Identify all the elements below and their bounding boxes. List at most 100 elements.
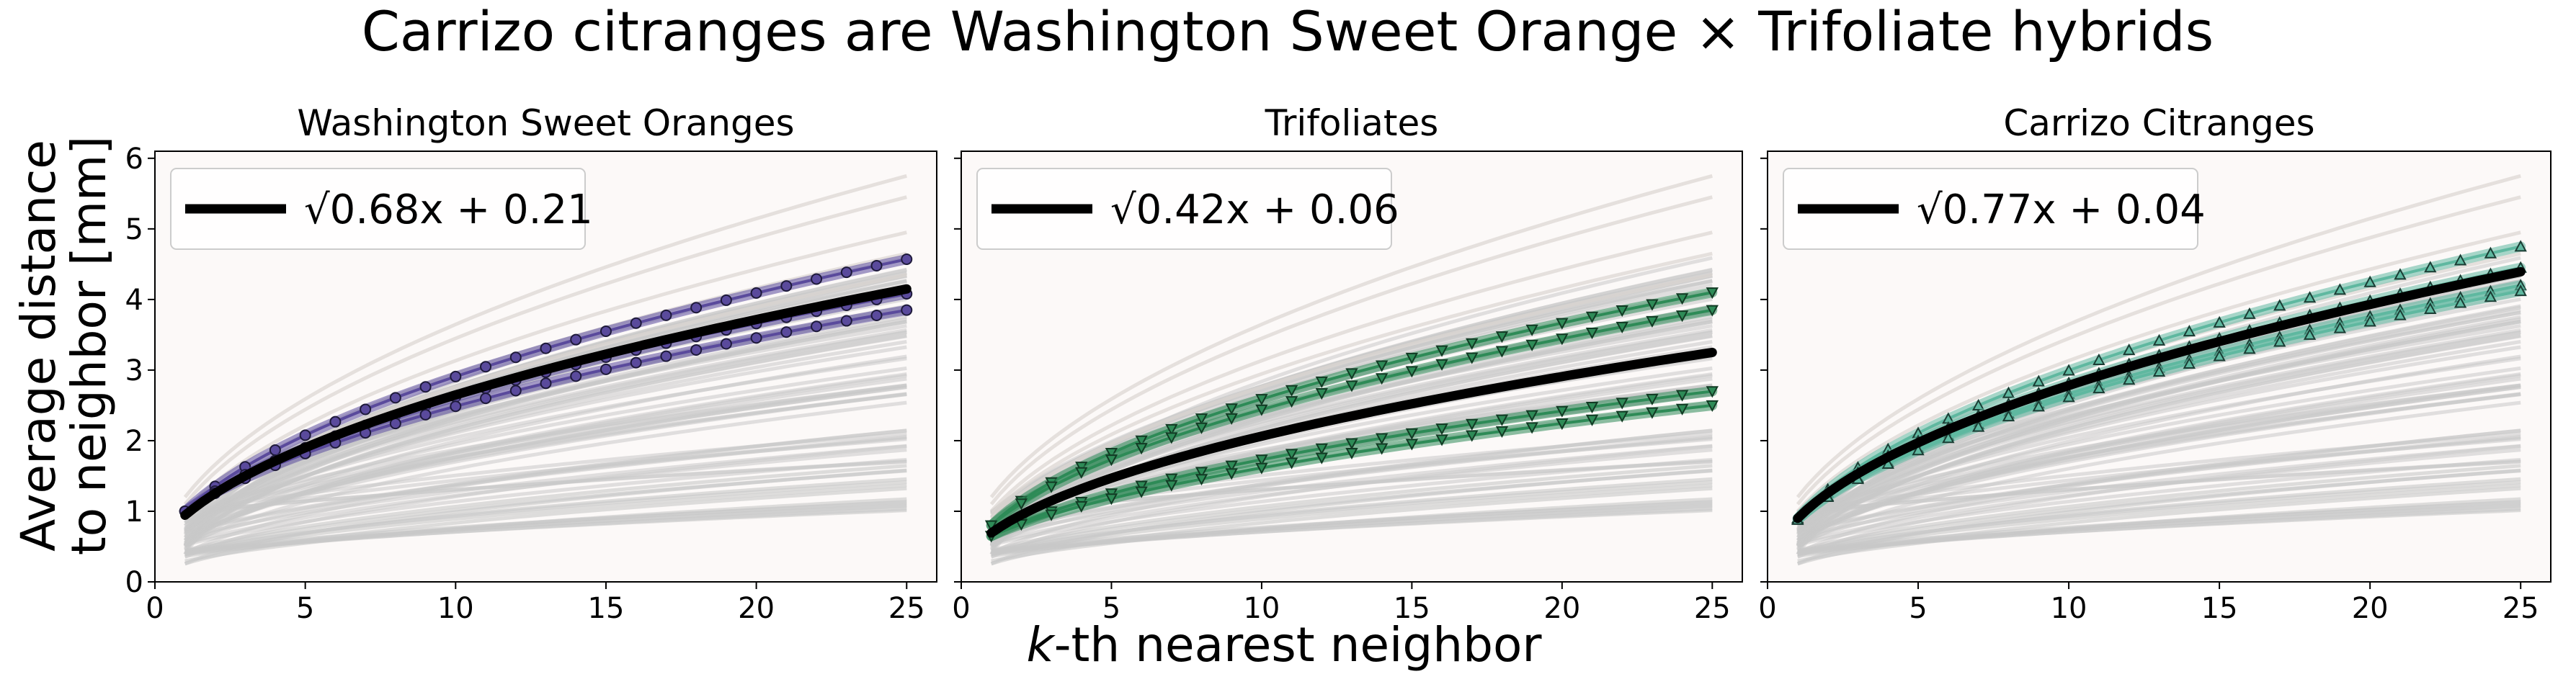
legend-label: √0.42x + 0.06 <box>1110 187 1399 233</box>
data-point <box>1315 388 1328 400</box>
axes-frame <box>154 151 937 583</box>
data-point <box>811 320 823 333</box>
data-point <box>1646 393 1659 406</box>
data-point <box>1466 418 1479 431</box>
panel-3: Carrizo Citranges 0 5 10 15 20 25 √0.77x + 0.04 <box>1758 102 2552 625</box>
data-point <box>1706 386 1719 398</box>
data-point <box>1255 462 1268 475</box>
data-point <box>1525 339 1538 351</box>
data-point <box>870 259 883 271</box>
background-curve <box>184 483 907 557</box>
axes-frame <box>961 151 1743 583</box>
x-tick-label: 5 <box>1102 592 1120 625</box>
data-point <box>1165 432 1178 444</box>
data-point <box>1675 310 1689 323</box>
x-tick-label: 5 <box>1909 592 1927 625</box>
data-point <box>1225 413 1238 425</box>
data-point <box>1225 468 1238 480</box>
background-curve <box>1797 431 2521 513</box>
legend: √0.77x + 0.04 <box>1783 168 2206 250</box>
data-point <box>570 333 582 346</box>
data-point <box>811 273 823 285</box>
background-curve <box>183 319 907 547</box>
y-tick-label: 4 <box>125 284 143 317</box>
data-point <box>2032 374 2045 387</box>
data-point <box>2243 342 2256 354</box>
data-point <box>1435 434 1448 446</box>
background-curve <box>1797 383 2521 515</box>
background-curve <box>184 503 907 557</box>
background-curve <box>989 195 1713 506</box>
data-point <box>1165 480 1178 492</box>
data-point <box>720 294 732 306</box>
data-point <box>1435 345 1448 357</box>
data-point <box>1135 435 1148 447</box>
data-point <box>2243 307 2256 319</box>
data-point <box>2062 390 2075 403</box>
data-point <box>1585 401 1599 414</box>
data-point <box>2123 373 2136 385</box>
background-curve <box>183 195 907 506</box>
data-point <box>2363 315 2376 327</box>
data-point <box>720 338 732 350</box>
x-tick-label: 20 <box>2352 592 2389 625</box>
data-point <box>1255 454 1268 467</box>
data-point <box>901 304 913 316</box>
background-curve <box>183 333 907 547</box>
data-point <box>870 309 883 321</box>
data-point <box>450 400 462 413</box>
data-point <box>780 280 793 292</box>
data-point <box>2333 283 2347 295</box>
data-point <box>1675 293 1689 305</box>
data-point <box>600 325 612 338</box>
x-axis-label-k: k <box>1026 617 1056 673</box>
data-point <box>2183 325 2196 337</box>
panel-title: Trifoliates <box>1265 102 1439 144</box>
data-point <box>2514 240 2527 252</box>
background-curve <box>1797 469 2521 554</box>
data-point <box>1706 287 1719 300</box>
background-curve <box>991 469 1713 554</box>
plot-content <box>985 174 1719 566</box>
background-curve <box>1796 195 2521 506</box>
background-curve <box>1796 333 2521 547</box>
panel-title: Washington Sweet Oranges <box>297 102 794 144</box>
data-point <box>1646 315 1659 328</box>
background-curve <box>183 174 907 498</box>
data-point <box>750 332 762 344</box>
data-point <box>1165 423 1178 436</box>
plot-content <box>179 174 913 566</box>
data-point <box>1195 474 1208 486</box>
data-point <box>1195 467 1208 479</box>
x-tick-label: 0 <box>1758 592 1776 625</box>
data-point <box>1585 414 1599 426</box>
data-point <box>1345 438 1358 450</box>
data-point <box>2394 268 2407 280</box>
background-curve <box>184 383 907 515</box>
background-curve <box>1796 319 2521 547</box>
x-tick-label: 25 <box>888 592 925 625</box>
x-axis-label: k-th nearest neighbor <box>1026 617 1542 673</box>
data-point <box>2454 253 2467 266</box>
x-tick-label: 0 <box>146 592 164 625</box>
x-tick-label: 10 <box>2051 592 2087 625</box>
background-curve <box>991 483 1713 557</box>
figure-suptitle: Carrizo citranges are Washington Sweet O… <box>362 0 2214 63</box>
data-point <box>2303 328 2317 340</box>
data-point <box>480 392 492 405</box>
background-curve <box>991 464 1713 553</box>
data-point <box>1075 467 1088 479</box>
background-curve <box>184 431 907 513</box>
data-point <box>1435 359 1448 371</box>
data-point <box>2454 296 2467 308</box>
background-curve <box>184 464 907 553</box>
data-point <box>2062 364 2075 376</box>
data-point <box>329 416 342 428</box>
legend: √0.68x + 0.21 <box>170 168 593 250</box>
data-point <box>1195 422 1208 434</box>
data-point <box>2424 302 2437 314</box>
legend: √0.42x + 0.06 <box>976 168 1399 250</box>
data-point <box>1315 376 1328 388</box>
x-tick-label: 15 <box>588 592 625 625</box>
data-point <box>1646 299 1659 311</box>
